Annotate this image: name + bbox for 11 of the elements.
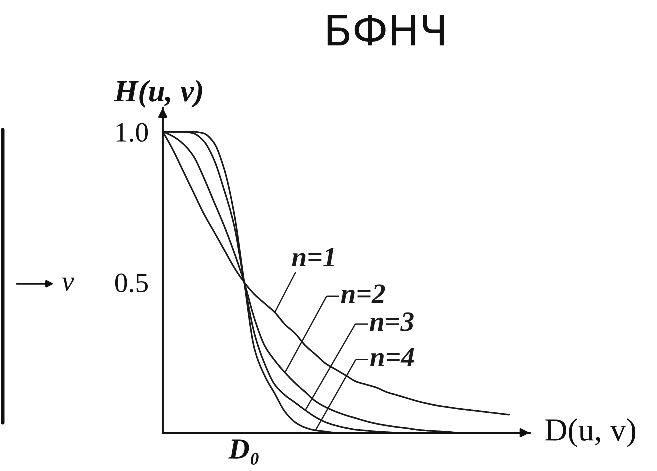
legend-label: n=3 (370, 312, 414, 332)
y-axis-title: H(u, v) (114, 80, 202, 108)
legend-label: n=4 (370, 348, 414, 366)
series-label: n=1 (292, 248, 334, 266)
x-tick-label: D₀ (228, 440, 259, 465)
legend-label: n=2 (341, 284, 386, 304)
x-axis-title: D(u, v) (546, 418, 636, 448)
y-tick-label: 0.5 (115, 274, 148, 293)
text: v (62, 278, 74, 291)
chart-title: БФНЧ (328, 15, 444, 46)
y-tick-label: 1.0 (116, 123, 148, 142)
